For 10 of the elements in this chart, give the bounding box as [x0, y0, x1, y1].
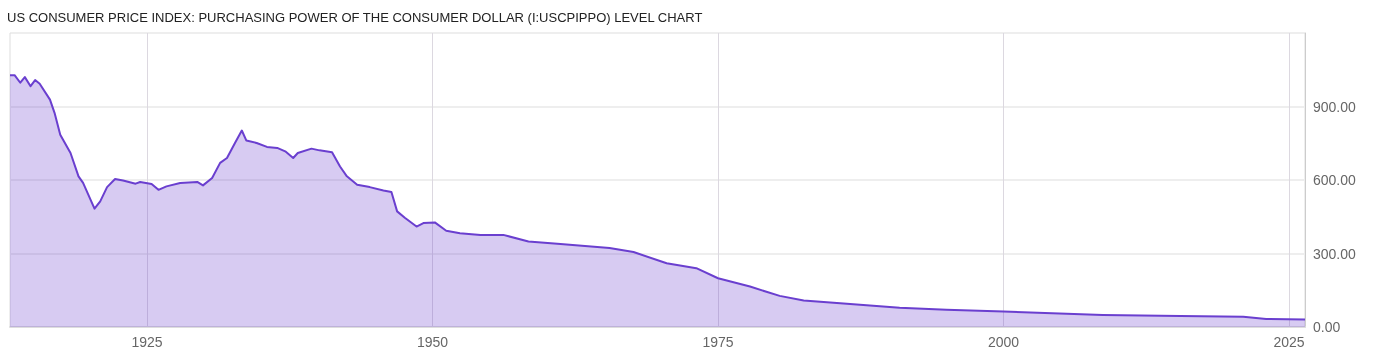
x-tick-label: 1950	[416, 334, 449, 350]
x-tick-label: 2000	[987, 334, 1020, 350]
x-tick-label: 2025	[1273, 334, 1305, 350]
chart-title: US CONSUMER PRICE INDEX: PURCHASING POWER OF THE CONSUMER DOLLAR (I:USCPIPPO) LEVEL CHART	[7, 10, 703, 25]
y-tick-label: 0.00	[1313, 319, 1341, 335]
y-tick-label: 300.00	[1313, 245, 1357, 262]
x-tick-label: 1975	[702, 334, 734, 350]
y-tick-label: 900.00	[1313, 98, 1357, 115]
x-tick-label: 1925	[131, 334, 163, 350]
y-tick-label: 600.00	[1313, 172, 1357, 188]
